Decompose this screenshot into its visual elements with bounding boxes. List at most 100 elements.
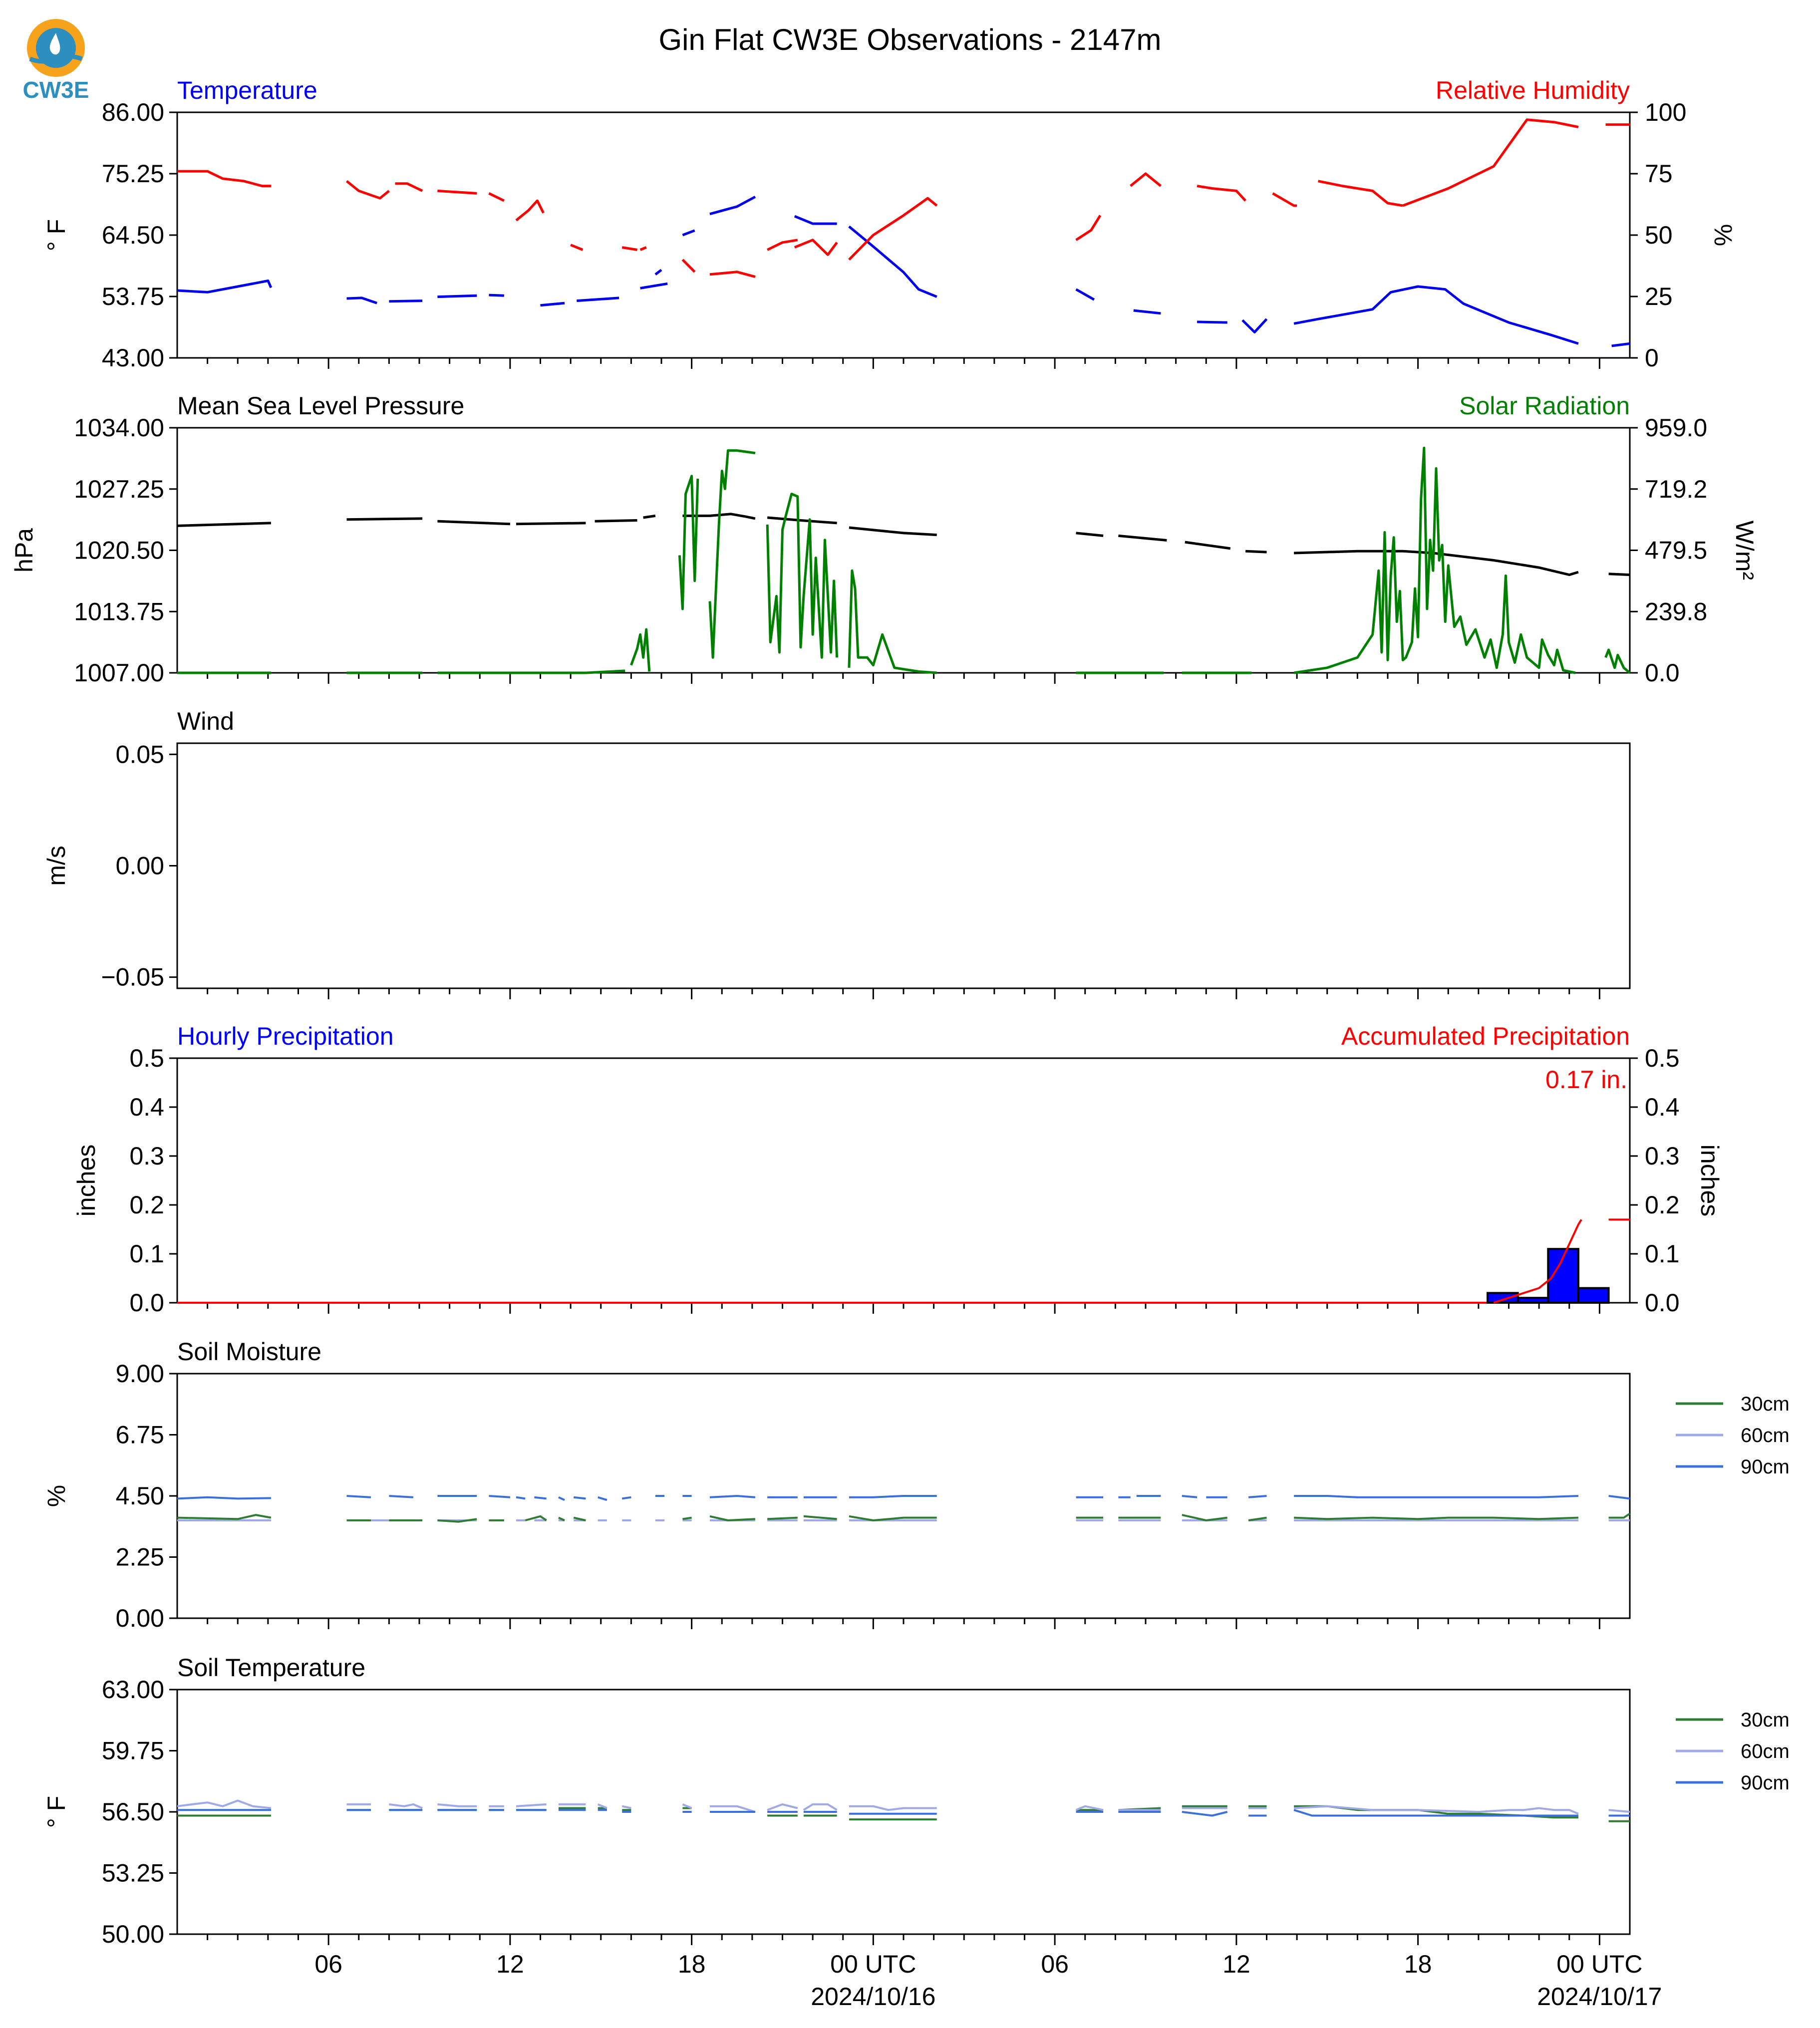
series-humidity-segment	[1272, 192, 1297, 207]
y2-tick-label: 239.8	[1645, 597, 1707, 625]
series-depth_60-segment	[1075, 1805, 1104, 1811]
series-depth_60-segment	[1293, 1805, 1579, 1815]
series-depth_90-segment	[573, 1496, 586, 1500]
x-tick-label: 06	[1041, 1950, 1069, 1978]
panels: Temperature Relative Humidity 86.00 75.25 64…	[10, 76, 1790, 1948]
series-humidity-segment	[621, 246, 637, 251]
series-temperature-segment	[540, 301, 565, 307]
y-tick-label: 0.3	[129, 1142, 164, 1170]
y-axis-label: m/s	[42, 846, 70, 886]
series-solar-segment	[1293, 446, 1576, 674]
time-axis: 06 12 18 00 UTC 2024/10/16 06 12 18 00 UTC 2024/1…	[314, 1950, 1662, 2011]
x-tick-label: 12	[1222, 1950, 1250, 1978]
x-tick-label: 06	[314, 1950, 342, 1978]
series-depth_90-segment	[489, 1495, 511, 1498]
y-tick-label: 53.25	[102, 1859, 164, 1887]
y-axis-label: ° F	[42, 1796, 70, 1828]
legend-label: 90cm	[1741, 1772, 1790, 1794]
y2-tick-label: 0	[1645, 344, 1659, 372]
series-pressure-segment	[437, 520, 510, 526]
series-humidity-segment	[488, 192, 505, 202]
series-depth_90-segment	[621, 1496, 631, 1500]
series-temperature-segment	[682, 229, 695, 237]
y-tick-label: 75.25	[102, 160, 164, 188]
series-solar-segment	[708, 449, 756, 659]
cw3e-logo: CW3E	[23, 19, 89, 103]
series-pressure-segment	[1608, 573, 1630, 577]
panel-4: Soil Moisture 9.00 6.75 4.50 2.25 0.00% 30cm 60…	[42, 1338, 1790, 1632]
precip-bar	[1577, 1287, 1610, 1304]
y2-tick-label: 25	[1645, 283, 1673, 310]
series-temperature-segment	[1293, 285, 1579, 345]
y-axis-label: inches	[72, 1145, 100, 1217]
panel-frame	[176, 742, 1631, 989]
series-depth_30-segment	[803, 1515, 837, 1520]
series-depth_90-segment	[389, 1495, 414, 1498]
y-tick-label: 0.5	[129, 1044, 164, 1072]
x-tick-label: 00 UTC	[1556, 1950, 1642, 1978]
series-depth_30-segment	[767, 1516, 798, 1520]
y-axis-label: ° F	[42, 219, 70, 251]
series-depth_90-segment	[1293, 1809, 1578, 1817]
series-temperature-segment	[640, 282, 668, 290]
series-humidity-segment	[709, 271, 756, 279]
panel-title-right: Accumulated Precipitation	[1341, 1022, 1630, 1050]
series-depth_60-segment	[710, 1805, 756, 1813]
series-depth_30-segment	[682, 1516, 692, 1520]
series-depth_60-segment	[389, 1803, 423, 1809]
y-tick-label: 2.25	[116, 1543, 164, 1571]
series-pressure-segment	[643, 514, 656, 519]
panel-frame	[176, 1057, 1631, 1304]
x-tick-label: 12	[496, 1950, 524, 1978]
series-temperature-segment	[1241, 318, 1268, 333]
accum-line	[1493, 1219, 1582, 1304]
series-depth_30-segment	[1248, 1516, 1267, 1521]
series-temperature-segment	[654, 269, 662, 276]
series-depth_90-segment	[534, 1496, 547, 1500]
series-depth_60-segment	[682, 1803, 692, 1809]
series-humidity-segment	[395, 182, 423, 192]
series-depth_60-segment	[621, 1805, 631, 1809]
y2-tick-label: 0.1	[1645, 1240, 1680, 1268]
series-depth_30-segment	[1608, 1512, 1631, 1519]
series-solar-segment	[766, 493, 839, 659]
x-tick-label: 00 UTC	[830, 1950, 916, 1978]
series-pressure-segment	[767, 516, 837, 525]
legend-label: 90cm	[1741, 1456, 1790, 1478]
series-temperature-segment	[577, 296, 619, 302]
y-tick-label: 59.75	[102, 1737, 164, 1765]
y2-tick-label: 719.2	[1645, 475, 1707, 503]
series-temperature-segment	[1075, 288, 1095, 301]
series-solar-segment	[678, 475, 699, 610]
y-tick-label: 6.75	[116, 1421, 164, 1449]
series-solar-segment	[848, 569, 937, 674]
panel-frame	[176, 111, 1631, 359]
panel-title-left: Hourly Precipitation	[177, 1022, 394, 1050]
series-depth_60-segment	[597, 1803, 607, 1809]
series-temperature-segment	[794, 215, 837, 225]
y2-tick-label: 0.0	[1645, 659, 1680, 687]
series-solar-segment	[437, 669, 625, 674]
series-pressure-segment	[177, 522, 271, 527]
y2-axis-label: inches	[1696, 1145, 1724, 1217]
series-depth_60-segment	[849, 1805, 937, 1811]
series-humidity-segment	[639, 246, 647, 251]
figure-title: Gin Flat CW3E Observations - 2147m	[658, 23, 1161, 56]
x-date-label: 2024/10/16	[811, 1983, 935, 2011]
panel-5: Soil Temperature 63.00 59.75 56.50 53.25 50.0…	[42, 1654, 1790, 1948]
y2-tick-label: 0.3	[1645, 1142, 1680, 1170]
panel-title-left: Temperature	[177, 76, 317, 104]
series-pressure-segment	[595, 519, 637, 523]
series-depth_90-segment	[849, 1495, 937, 1498]
logo-drop-icon	[49, 33, 60, 55]
series-depth_90-segment	[1608, 1495, 1630, 1500]
series-humidity-segment	[767, 239, 798, 251]
series-depth_90-segment	[516, 1496, 526, 1500]
y-tick-label: 1020.50	[74, 537, 164, 565]
y-tick-label: 0.4	[129, 1093, 164, 1121]
series-temperature-segment	[437, 294, 477, 298]
panel-title-left: Soil Moisture	[177, 1338, 321, 1366]
y2-tick-label: 0.5	[1645, 1044, 1680, 1072]
y-tick-label: 63.00	[102, 1676, 164, 1704]
